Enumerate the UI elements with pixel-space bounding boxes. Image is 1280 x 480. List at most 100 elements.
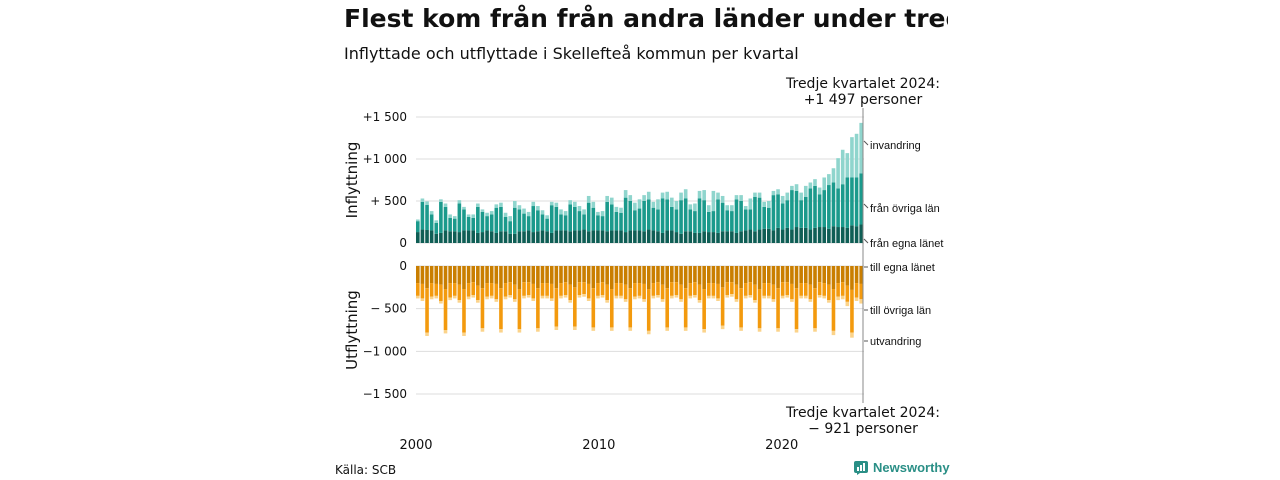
bottom-bar-till-egna-länet xyxy=(813,266,817,289)
bottom-bar-utvandring xyxy=(688,295,693,299)
top-bar-från-övriga-län xyxy=(845,177,850,228)
top-bar-från-egna-länet xyxy=(660,232,665,243)
bottom-bar-till-övriga-län xyxy=(743,283,748,296)
bottom-bar-till-övriga-län xyxy=(683,288,688,328)
bottom-bar-till-egna-länet xyxy=(831,266,836,290)
bottom-bar-till-övriga-län xyxy=(582,282,586,295)
bottom-bar-till-egna-länet xyxy=(642,266,646,284)
top-bar-från-övriga-län xyxy=(697,198,702,233)
top-bar-från-egna-länet xyxy=(577,230,582,243)
top-bar-invandring xyxy=(512,201,517,208)
bottom-bar-till-egna-länet xyxy=(850,266,854,290)
top-bar-från-övriga-län xyxy=(646,199,651,230)
top-y-axis-label: Inflyttning xyxy=(343,142,361,219)
top-bar-från-egna-länet xyxy=(596,230,600,243)
bottom-bar-till-övriga-län xyxy=(831,289,836,331)
bottom-bar-till-övriga-län xyxy=(503,283,508,297)
bottom-bar-till-övriga-län xyxy=(429,283,434,297)
bottom-bar-utvandring xyxy=(476,300,480,303)
top-bar-från-egna-länet xyxy=(840,227,845,243)
top-bar-från-övriga-län xyxy=(642,201,646,232)
top-bar-invandring xyxy=(503,212,508,217)
top-bar-från-övriga-län xyxy=(674,209,679,233)
bottom-bar-till-övriga-län xyxy=(711,283,716,296)
top-bar-invandring xyxy=(462,206,466,210)
top-bar-från-övriga-län xyxy=(767,207,771,229)
top-bar-från-övriga-län xyxy=(771,195,776,231)
bottom-bar-till-egna-länet xyxy=(674,266,679,283)
top-bar-från-övriga-län xyxy=(619,212,623,231)
bottom-bar-utvandring xyxy=(836,296,840,301)
top-bar-från-egna-länet xyxy=(734,232,739,243)
bottom-y-tick-label: 0 xyxy=(399,259,407,273)
top-bar-från-övriga-län xyxy=(850,177,854,226)
bottom-bar-till-övriga-län xyxy=(753,284,757,301)
x-tick-label: 2000 xyxy=(399,438,432,453)
top-bar-från-egna-länet xyxy=(457,232,462,243)
top-bar-från-egna-länet xyxy=(517,231,522,243)
bottom-bar-till-egna-länet xyxy=(531,266,536,284)
top-bar-från-övriga-län xyxy=(688,209,693,232)
bottom-bar-utvandring xyxy=(799,295,803,299)
top-bar-invandring xyxy=(790,185,794,191)
bottom-bar-till-övriga-län xyxy=(706,283,711,296)
top-bar-invandring xyxy=(429,211,434,215)
bottom-bar-till-övriga-län xyxy=(549,283,554,299)
legend-leader xyxy=(863,203,869,209)
top-bar-invandring xyxy=(434,220,439,223)
bottom-bar-utvandring xyxy=(780,295,785,299)
bottom-bar-till-övriga-län xyxy=(674,282,679,296)
bottom-bar-utvandring xyxy=(586,298,591,301)
top-bar-invandring xyxy=(748,198,753,210)
chart-subtitle: Inflyttade och utflyttade i Skellefteå k… xyxy=(344,44,799,63)
bottom-bar-till-övriga-län xyxy=(716,283,720,299)
bottom-bar-till-övriga-län xyxy=(462,289,466,333)
bottom-bar-till-egna-länet xyxy=(439,266,443,285)
top-bar-från-övriga-län xyxy=(656,209,660,232)
bottom-bar-utvandring xyxy=(614,295,619,299)
bottom-bar-till-egna-länet xyxy=(577,266,582,283)
bottom-bar-till-övriga-län xyxy=(679,284,683,300)
top-bar-från-egna-länet xyxy=(628,230,633,243)
bottom-y-axis-label: Utflyttning xyxy=(343,290,361,370)
top-bar-invandring xyxy=(646,191,651,200)
top-bar-från-övriga-län xyxy=(679,200,683,234)
bottom-bar-till-övriga-län xyxy=(850,289,854,333)
bottom-bar-till-övriga-län xyxy=(827,284,831,301)
top-bar-från-övriga-län xyxy=(563,215,568,231)
bottom-bar-till-egna-länet xyxy=(706,266,711,284)
top-bar-invandring xyxy=(725,205,730,211)
bottom-bar-utvandring xyxy=(429,296,434,300)
bottom-bar-till-egna-länet xyxy=(739,266,743,289)
bottom-bar-till-egna-länet xyxy=(582,266,586,283)
top-bar-från-övriga-län xyxy=(582,214,586,230)
bottom-bar-utvandring xyxy=(623,299,628,302)
top-bar-från-övriga-län xyxy=(554,206,559,231)
top-bar-från-egna-länet xyxy=(526,230,531,243)
bottom-bar-till-egna-länet xyxy=(526,266,531,283)
top-bar-invandring xyxy=(545,215,549,219)
bottom-bar-till-egna-länet xyxy=(840,266,845,283)
top-bar-invandring xyxy=(628,195,633,201)
bottom-bar-till-egna-länet xyxy=(730,266,734,283)
top-bar-från-egna-länet xyxy=(582,229,586,243)
top-bar-från-egna-länet xyxy=(651,230,656,243)
bottom-bar-till-egna-länet xyxy=(808,266,813,285)
top-bar-invandring xyxy=(767,201,771,208)
bottom-bar-utvandring xyxy=(536,328,540,332)
bottom-bar-till-egna-länet xyxy=(651,266,656,284)
top-bar-från-övriga-län xyxy=(591,207,596,231)
top-bar-från-övriga-län xyxy=(549,205,554,233)
top-bar-från-övriga-län xyxy=(480,211,485,233)
bottom-bar-utvandring xyxy=(471,295,476,298)
top-bar-från-övriga-län xyxy=(840,184,845,228)
top-bar-från-övriga-län xyxy=(586,202,591,232)
top-bar-från-egna-länet xyxy=(531,232,536,243)
top-bar-invandring xyxy=(526,211,531,217)
top-bar-från-egna-länet xyxy=(693,232,697,243)
bottom-bar-till-egna-länet xyxy=(600,266,605,283)
top-bar-invandring xyxy=(762,201,766,207)
top-bar-från-egna-länet xyxy=(706,232,711,243)
top-bar-från-egna-länet xyxy=(697,232,702,243)
top-bar-från-egna-länet xyxy=(568,231,573,243)
